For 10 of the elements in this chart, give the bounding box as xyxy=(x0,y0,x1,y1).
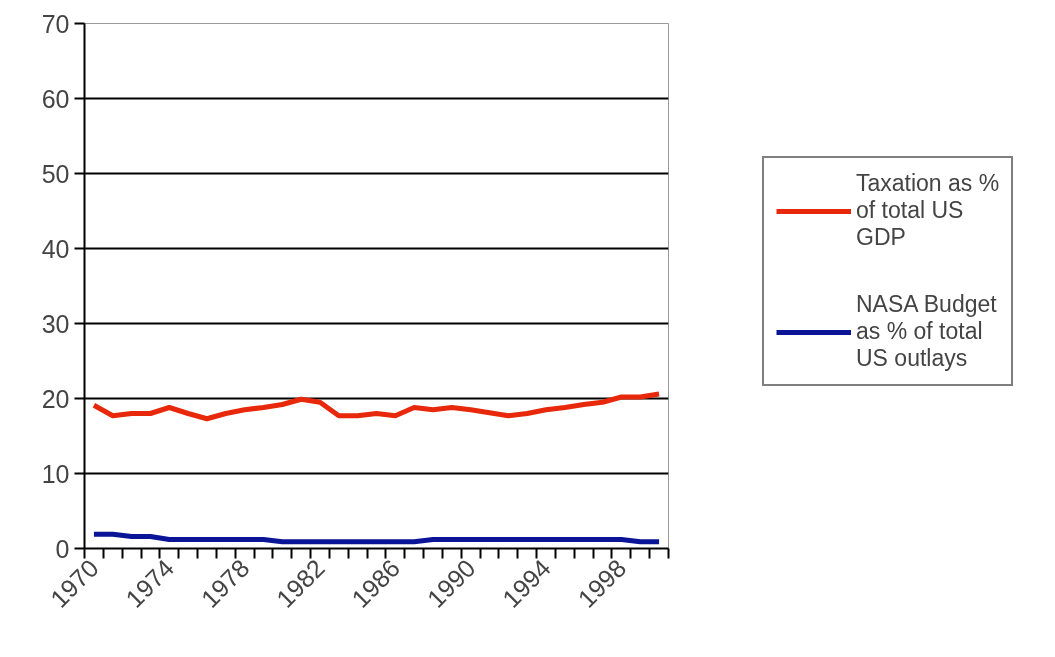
y-tick-label: 0 xyxy=(55,534,70,563)
legend-label: NASA Budget as % of total US outlays xyxy=(856,291,997,372)
y-tick-label: 30 xyxy=(41,309,70,338)
y-tick-label: 50 xyxy=(41,159,70,188)
y-tick-label: 70 xyxy=(41,9,70,38)
y-tick-label: 20 xyxy=(41,384,70,413)
y-tick-label: 40 xyxy=(41,234,70,263)
legend-label: Taxation as % of total US GDP xyxy=(856,170,1000,251)
y-tick-label: 60 xyxy=(41,84,70,113)
y-tick-label: 10 xyxy=(41,459,70,488)
